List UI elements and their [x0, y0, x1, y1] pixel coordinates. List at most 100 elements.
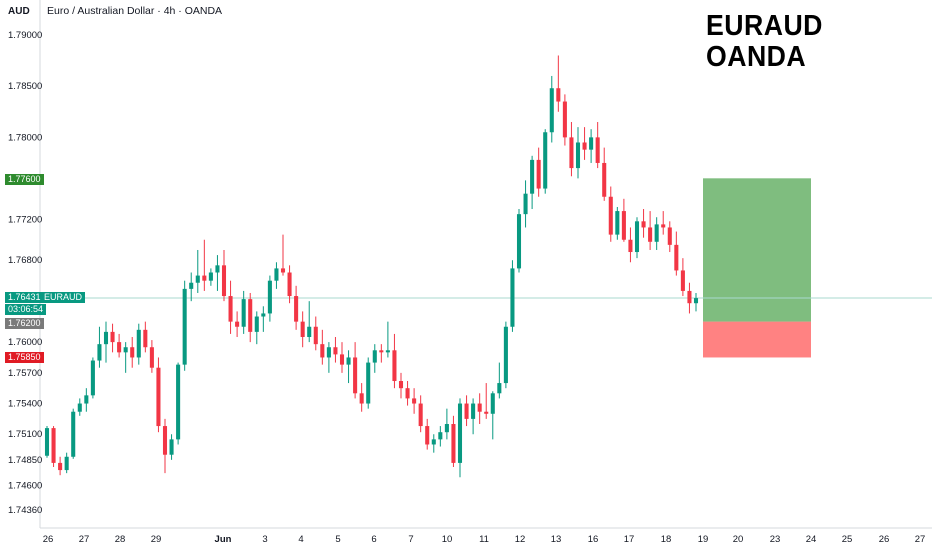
- currency-label: AUD: [8, 6, 30, 17]
- price-axis[interactable]: 1.79000 1.78500 1.78000 1.77200 1.76800 1.760…: [8, 30, 42, 516]
- candle-body: [235, 321, 240, 327]
- candle-body: [254, 316, 259, 332]
- time-tick-label: 27: [915, 534, 926, 545]
- candle-body: [117, 342, 122, 353]
- time-tick-label: Jun: [215, 534, 232, 545]
- candle-body: [267, 280, 272, 314]
- entry-price-tag: 1.76200: [5, 318, 44, 329]
- candle-body: [438, 432, 443, 440]
- candle-body: [575, 142, 581, 169]
- candle-body: [90, 360, 95, 396]
- candle-body: [84, 395, 89, 404]
- time-tick-label: 19: [698, 534, 709, 545]
- candle-body: [339, 354, 345, 365]
- candles: [44, 55, 699, 478]
- current-symbol-tag: EURAUD: [41, 292, 86, 303]
- candle-body: [195, 275, 200, 283]
- candle-body: [71, 411, 76, 457]
- candle-body: [516, 214, 522, 269]
- candle-body: [634, 221, 640, 253]
- time-tick-label: 6: [371, 534, 376, 545]
- time-tick-label: 26: [43, 534, 54, 545]
- candle-body: [392, 350, 397, 382]
- candle-body: [477, 403, 482, 412]
- candle-body: [215, 265, 220, 273]
- candle-body: [320, 344, 325, 358]
- candle-body: [471, 403, 476, 419]
- time-tick-label: 24: [806, 534, 817, 545]
- candle-body: [503, 326, 508, 384]
- candle-body: [621, 211, 626, 240]
- candle-body: [608, 196, 613, 235]
- candle-body: [425, 426, 430, 445]
- candle-body: [530, 159, 535, 194]
- candle-body: [602, 162, 607, 197]
- target-zone[interactable]: [703, 178, 811, 322]
- candle-body: [294, 296, 299, 322]
- candle-body: [248, 299, 253, 332]
- candle-body: [589, 137, 594, 150]
- candle-body: [549, 88, 554, 133]
- candle-body: [484, 411, 489, 414]
- candle-body: [595, 137, 600, 163]
- candle-body: [287, 272, 292, 297]
- price-tick-label: 1.76800: [8, 255, 42, 266]
- candle-body: [103, 331, 109, 345]
- price-tick-label: 1.77200: [8, 214, 42, 225]
- time-tick-label: 4: [298, 534, 303, 545]
- time-tick-label: 5: [335, 534, 340, 545]
- time-tick-label: 17: [624, 534, 635, 545]
- candle-body: [58, 462, 63, 471]
- candle-body: [162, 426, 168, 455]
- candle-body: [202, 275, 207, 281]
- price-tick-label: 1.75400: [8, 399, 42, 410]
- candle-body: [510, 268, 515, 327]
- symbol-description[interactable]: Euro / Australian Dollar · 4h · OANDA: [47, 5, 223, 17]
- price-tick-label: 1.78500: [8, 81, 42, 92]
- countdown-tag: 03:06:54: [5, 304, 47, 315]
- candle-body: [661, 224, 666, 228]
- candle-body: [123, 347, 128, 353]
- time-axis[interactable]: 26 27 28 29 Jun 3 4 5 6 7 10 11 12 13 16 17 18 19 20 23 24 25…: [43, 534, 926, 545]
- candle-body: [451, 424, 456, 463]
- candle-body: [130, 347, 135, 358]
- candle-body: [241, 299, 246, 327]
- time-tick-label: 27: [79, 534, 90, 545]
- candle-body: [372, 350, 377, 363]
- time-tick-label: 13: [551, 534, 562, 545]
- candle-body: [333, 347, 338, 355]
- price-tick-label: 1.78000: [8, 132, 42, 143]
- long-position-tool[interactable]: [703, 178, 811, 358]
- candle-body: [274, 268, 279, 281]
- candle-body: [149, 347, 154, 368]
- price-tick-label: 1.74360: [8, 505, 42, 516]
- candle-body: [313, 326, 318, 345]
- candle-body: [208, 272, 213, 281]
- candle-body: [385, 350, 390, 353]
- stop-zone[interactable]: [703, 321, 811, 358]
- candle-body: [412, 398, 417, 404]
- time-tick-label: 12: [515, 534, 526, 545]
- time-tick-label: 29: [151, 534, 162, 545]
- time-tick-label: 3: [262, 534, 267, 545]
- candle-body: [307, 326, 312, 337]
- candle-body: [44, 428, 50, 456]
- candle-body: [326, 347, 331, 358]
- candle-body: [536, 159, 541, 189]
- candle-body: [648, 227, 653, 242]
- candle-body: [628, 239, 633, 253]
- candle-body: [674, 244, 679, 271]
- candle-body: [346, 357, 351, 365]
- candle-body: [182, 288, 187, 365]
- candle-body: [97, 344, 102, 361]
- candle-body: [169, 439, 174, 455]
- time-tick-label: 7: [408, 534, 413, 545]
- candle-body: [431, 439, 436, 445]
- watermark-symbol: EURAUD: [706, 10, 823, 42]
- candle-body: [64, 456, 69, 471]
- candle-body: [156, 367, 161, 427]
- candle-body: [228, 296, 233, 322]
- time-tick-label: 10: [442, 534, 453, 545]
- candle-body: [418, 403, 423, 427]
